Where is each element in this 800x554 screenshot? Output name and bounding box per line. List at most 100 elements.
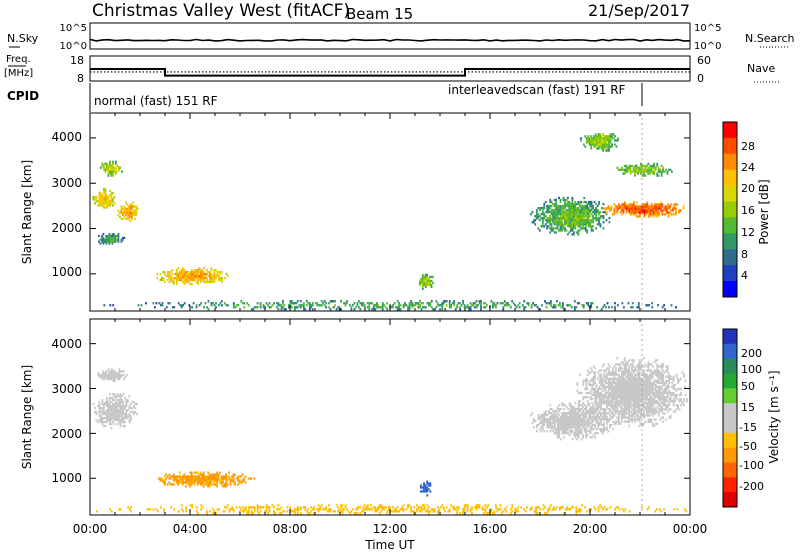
velocity-cell	[603, 430, 605, 433]
power-cell	[576, 302, 579, 305]
velocity-cell	[591, 426, 593, 429]
velocity-cell	[115, 372, 118, 375]
velocity-cell	[619, 387, 622, 391]
velocity-cell	[128, 508, 131, 511]
velocity-cell	[295, 508, 298, 511]
velocity-cell	[597, 420, 599, 423]
power-cell	[192, 274, 195, 278]
velocity-cell	[276, 508, 278, 511]
velocity-cell	[652, 389, 654, 393]
power-cell	[580, 207, 583, 210]
velocity-cell	[121, 418, 123, 422]
velocity-cell	[647, 408, 650, 411]
power-cell	[605, 306, 607, 309]
velocity-cell	[589, 418, 592, 421]
velocity-cell	[386, 512, 389, 515]
velocity-cell	[109, 409, 111, 412]
power-cell	[103, 187, 105, 191]
power-cell	[107, 202, 110, 205]
velocity-cell	[631, 365, 633, 368]
velocity-cell	[207, 477, 209, 480]
velocity-cell	[646, 396, 648, 399]
velocity-cell	[629, 398, 632, 401]
power-cell	[183, 278, 186, 282]
velocity-cell	[662, 389, 665, 393]
velocity-cell	[626, 391, 629, 395]
velocity-cell	[579, 422, 581, 425]
velocity-cell	[597, 508, 600, 511]
velocity-cell	[424, 484, 427, 487]
power-cell	[612, 137, 615, 140]
power-cell	[553, 217, 556, 220]
velocity-cell	[201, 479, 204, 482]
velocity-cell	[628, 369, 631, 372]
power-cell	[562, 196, 565, 200]
velocity-cell	[337, 506, 339, 509]
velocity-cell	[556, 420, 559, 423]
velocity-cell	[579, 426, 581, 429]
velocity-cell	[623, 396, 626, 399]
power-cell	[585, 141, 588, 144]
velocity-cell	[669, 416, 672, 419]
velocity-cell	[665, 379, 668, 382]
velocity-cell	[612, 369, 614, 372]
power-cell	[131, 203, 133, 206]
velocity-cell	[615, 410, 617, 413]
velocity-cell	[616, 373, 619, 376]
power-cell	[623, 306, 625, 309]
power-cell	[586, 221, 589, 224]
velocity-cell	[653, 361, 656, 364]
power-cell	[605, 219, 608, 222]
power-cell	[107, 238, 109, 241]
power-cell	[590, 302, 592, 305]
velocity-cell	[674, 383, 676, 386]
velocity-cell	[649, 393, 651, 397]
velocity-colorbar-swatch	[723, 388, 737, 404]
velocity-cell	[232, 477, 235, 480]
power-cell	[320, 300, 323, 303]
power-cell	[587, 209, 590, 212]
velocity-cell	[604, 377, 607, 380]
power-cell	[584, 200, 587, 204]
velocity-cell	[541, 422, 544, 425]
power-cell	[562, 223, 565, 226]
power-cell	[592, 219, 594, 222]
power-cell	[180, 306, 183, 309]
velocity-cell	[568, 404, 571, 407]
velocity-cell	[100, 410, 102, 414]
power-cell	[587, 223, 590, 226]
velocity-cell	[612, 381, 614, 384]
power-cell	[580, 200, 583, 204]
power-cell	[554, 304, 557, 307]
power-cell	[571, 202, 574, 206]
power-cell	[593, 217, 596, 220]
velocity-cell	[595, 400, 598, 403]
power-cell	[456, 304, 459, 307]
velocity-cell	[192, 475, 195, 478]
velocity-cell	[650, 385, 653, 388]
power-cell	[573, 204, 575, 208]
velocity-cell	[586, 420, 589, 423]
power-cell	[204, 280, 207, 284]
velocity-cell	[548, 506, 551, 509]
velocity-cell	[366, 506, 369, 509]
power-cell	[117, 213, 120, 216]
velocity-cell	[647, 406, 650, 409]
velocity-cell	[104, 424, 107, 428]
power-cell	[398, 302, 400, 305]
velocity-cell	[600, 412, 602, 415]
power-cell	[111, 236, 114, 239]
power-cell	[492, 302, 494, 305]
power-cell	[112, 204, 114, 207]
velocity-cell	[571, 424, 574, 427]
velocity-cell	[168, 473, 171, 476]
velocity-cell	[585, 406, 588, 409]
power-cell	[637, 168, 639, 171]
power-cell	[640, 172, 642, 175]
velocity-cell	[420, 484, 422, 487]
velocity-cell	[614, 508, 616, 511]
power-cell	[552, 209, 554, 212]
velocity-cell	[109, 405, 111, 408]
velocity-cell	[637, 406, 639, 409]
velocity-cell	[589, 430, 592, 433]
